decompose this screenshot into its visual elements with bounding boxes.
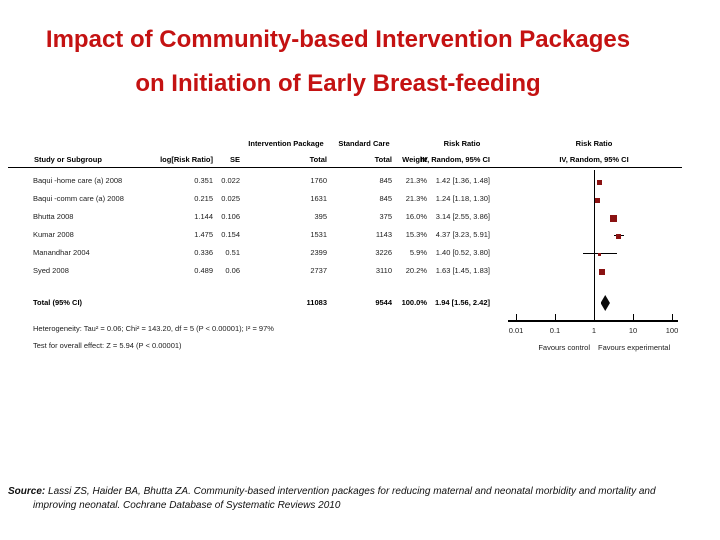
study-weight: 21.3% <box>405 194 427 203</box>
favours-experimental-label: Favours experimental <box>598 343 671 352</box>
study-log-rr: 0.215 <box>194 194 213 203</box>
total-label: Total (95% CI) <box>33 298 83 307</box>
slide-title-line2: on Initiation of Early Breast-feeding <box>135 70 541 97</box>
study-std-total: 3110 <box>375 266 392 275</box>
study-int-total: 1531 <box>310 230 327 239</box>
study-se: 0.51 <box>225 248 240 257</box>
favours-control-label: Favours control <box>538 343 590 352</box>
study-std-total: 375 <box>379 212 392 221</box>
study-int-total: 1760 <box>310 176 327 185</box>
source-label: Source: <box>8 486 46 497</box>
header-intervention-package: Intervention Package <box>248 139 324 148</box>
study-int-total: 1631 <box>310 194 327 203</box>
study-log-rr: 0.489 <box>194 266 213 275</box>
header-standard-care: Standard Care <box>338 139 390 148</box>
study-weight: 5.9% <box>409 248 427 257</box>
total-diamond <box>600 295 610 311</box>
x-tick-label: 0.1 <box>549 326 561 335</box>
study-std-total: 845 <box>379 194 392 203</box>
point-estimate-marker <box>599 269 606 275</box>
col-total-standard: Total <box>374 155 392 164</box>
col-se: SE <box>229 155 240 164</box>
study-risk-ratio-ci: 4.37 [3.23, 5.91] <box>435 230 490 239</box>
overall-effect-test: Test for overall effect: Z = 5.94 (P < 0… <box>33 341 182 350</box>
study-int-total: 2399 <box>310 248 327 257</box>
study-log-rr: 1.475 <box>194 230 213 239</box>
x-axis-tick <box>516 314 517 320</box>
study-std-total: 3226 <box>375 248 392 257</box>
total-risk-ratio: 1.94 [1.56, 2.42] <box>434 298 490 307</box>
slide-title-line1: Impact of Community-based Intervention P… <box>45 26 631 53</box>
study-risk-ratio-ci: 1.40 [0.52, 3.80] <box>435 248 490 257</box>
total-intervention-n: 11083 <box>306 298 327 307</box>
study-name: Baqui -home care (a) 2008 <box>33 176 123 185</box>
study-se: 0.154 <box>221 230 240 239</box>
source-citation-line2: improving neonatal. Cochrane Database of… <box>33 500 341 511</box>
header-risk-ratio-plot: Risk Ratio <box>575 139 613 148</box>
col-iv-random-text: IV, Random, 95% CI <box>420 155 490 164</box>
point-estimate-marker <box>609 214 617 222</box>
study-int-total: 395 <box>314 212 327 221</box>
study-se: 0.022 <box>221 176 240 185</box>
study-risk-ratio-ci: 1.63 [1.45, 1.83] <box>435 266 490 275</box>
x-tick-label: 100 <box>665 326 679 335</box>
x-tick-label: 0.01 <box>508 326 524 335</box>
heterogeneity-stats: Heterogeneity: Tau² = 0.06; Chi² = 143.2… <box>33 324 274 333</box>
study-std-total: 845 <box>379 176 392 185</box>
study-risk-ratio-ci: 3.14 [2.55, 3.86] <box>435 212 490 221</box>
x-axis-tick <box>594 314 595 320</box>
source-citation-line1: Source: Lassi ZS, Haider BA, Bhutta ZA. … <box>8 486 656 498</box>
study-std-total: 1143 <box>375 230 392 239</box>
null-effect-line <box>594 170 595 322</box>
x-tick-label: 10 <box>628 326 638 335</box>
point-estimate-marker <box>597 179 603 185</box>
study-name: Manandhar 2004 <box>33 248 90 257</box>
study-weight: 16.0% <box>405 212 427 221</box>
point-estimate-marker <box>598 252 602 256</box>
point-estimate-marker <box>595 197 601 203</box>
study-log-rr: 1.144 <box>194 212 213 221</box>
header-rule <box>8 167 682 168</box>
x-axis-line <box>508 320 678 322</box>
study-se: 0.025 <box>221 194 240 203</box>
study-log-rr: 0.336 <box>194 248 213 257</box>
x-tick-label: 1 <box>591 326 597 335</box>
col-iv-random-plot: IV, Random, 95% CI <box>559 155 629 164</box>
study-weight: 20.2% <box>405 266 427 275</box>
x-axis-tick <box>555 314 556 320</box>
study-weight: 21.3% <box>405 176 427 185</box>
study-risk-ratio-ci: 1.42 [1.36, 1.48] <box>435 176 490 185</box>
source-text1: Lassi ZS, Haider BA, Bhutta ZA. Communit… <box>45 486 656 497</box>
col-total-intervention: Total <box>309 155 327 164</box>
study-int-total: 2737 <box>310 266 327 275</box>
col-log-risk-ratio: log[Risk Ratio] <box>160 155 213 164</box>
study-name: Baqui -comm care (a) 2008 <box>33 194 124 203</box>
total-standard-n: 9544 <box>375 298 392 307</box>
col-weight: Weight <box>402 155 427 164</box>
study-se: 0.106 <box>221 212 240 221</box>
study-name: Bhutta 2008 <box>33 212 74 221</box>
x-axis-tick <box>672 314 673 320</box>
study-risk-ratio-ci: 1.24 [1.18, 1.30] <box>435 194 490 203</box>
x-axis-tick <box>633 314 634 320</box>
study-weight: 15.3% <box>405 230 427 239</box>
study-se: 0.06 <box>225 266 240 275</box>
point-estimate-marker <box>616 233 622 239</box>
study-log-rr: 0.351 <box>194 176 213 185</box>
study-name: Syed 2008 <box>33 266 69 275</box>
total-weight: 100.0% <box>401 298 427 307</box>
study-name: Kumar 2008 <box>33 230 74 239</box>
col-study-or-subgroup: Study or Subgroup <box>34 155 102 164</box>
header-risk-ratio-text: Risk Ratio <box>443 139 481 148</box>
